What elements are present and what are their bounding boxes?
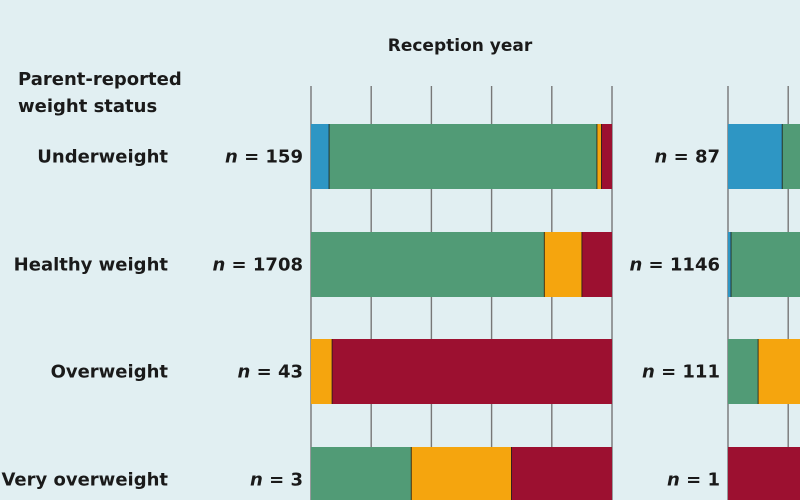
sample-size-label: n = 1146	[629, 255, 720, 276]
row-header-line-1: Parent-reported	[18, 69, 182, 90]
category-label: Underweight	[37, 147, 168, 168]
category-label: Overweight	[51, 362, 169, 383]
bar-segment	[511, 447, 612, 500]
sample-size-label: n = 1	[667, 470, 720, 491]
bar-segment	[596, 124, 602, 189]
sample-size-label: n = 43	[238, 362, 304, 383]
sample-size-label: n = 159	[225, 147, 303, 168]
bar-segment	[728, 339, 759, 404]
sample-size-label: n = 111	[642, 362, 720, 383]
bar-segment	[728, 447, 800, 500]
panel-title: Reception year	[388, 36, 533, 56]
category-label: Healthy weight	[14, 255, 169, 276]
bar-segment	[728, 232, 732, 297]
sample-size-label: n = 3	[250, 470, 303, 491]
bar-segment	[758, 339, 800, 404]
category-label: Very overweight	[1, 470, 168, 491]
bar-segment	[311, 232, 545, 297]
bar-segment	[731, 232, 800, 297]
bar-segment	[311, 339, 333, 404]
bar-segment	[311, 124, 330, 189]
bar-segment	[728, 124, 783, 189]
sample-size-label: n = 1708	[212, 255, 303, 276]
bar-segment	[411, 447, 512, 500]
bar-segment	[311, 447, 412, 500]
bar-segment	[581, 232, 612, 297]
row-header-line-2: weight status	[18, 96, 157, 117]
bar-segment	[332, 339, 612, 404]
bar-segment	[329, 124, 597, 189]
bar-segment	[601, 124, 612, 189]
bar-segment	[782, 124, 800, 189]
sample-size-label: n = 87	[655, 147, 721, 168]
bar-segment	[544, 232, 582, 297]
